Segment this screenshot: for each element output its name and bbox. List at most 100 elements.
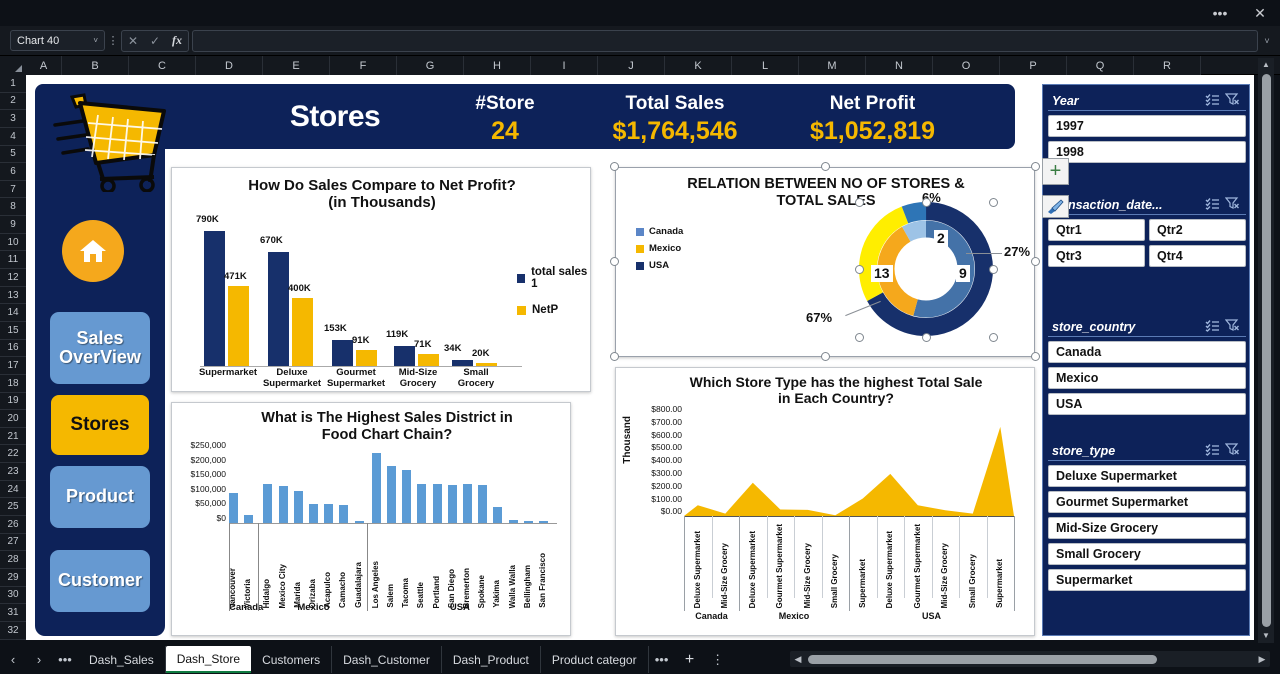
district-bar[interactable] [417,483,427,523]
row-header-8[interactable]: 8 [0,198,26,217]
slicer-item[interactable]: 1998 [1048,141,1246,163]
slicer-item[interactable]: Qtr4 [1149,245,1246,267]
clear-filter-icon[interactable] [1222,196,1242,213]
selection-handle[interactable] [989,333,998,342]
chart-sales-vs-netprofit[interactable]: How Do Sales Compare to Net Profit? (in … [171,167,591,392]
district-bar[interactable] [371,453,381,523]
scroll-left-icon[interactable]: ◀ [794,653,802,664]
row-header-15[interactable]: 15 [0,322,26,340]
chart-store-type-by-country[interactable]: Which Store Type has the highest Total S… [615,367,1035,636]
row-header-12[interactable]: 12 [0,269,26,287]
slicer-item[interactable]: Deluxe Supermarket [1048,465,1246,487]
column-header-L[interactable]: L [732,56,799,75]
select-all-corner[interactable] [0,56,26,75]
clear-filter-icon[interactable] [1222,442,1242,459]
column-header-I[interactable]: I [531,56,598,75]
selection-handle[interactable] [610,352,619,361]
district-bar[interactable] [463,484,472,523]
slicer-item[interactable]: Qtr1 [1048,219,1145,241]
column-header-Q[interactable]: Q [1067,56,1134,75]
sidebar-item-customer[interactable]: Customer [50,550,150,612]
selection-handle[interactable] [821,162,830,171]
column-header-J[interactable]: J [598,56,665,75]
bar-NetP[interactable] [356,350,377,366]
formula-input[interactable] [192,29,1258,52]
row-header-4[interactable]: 4 [0,128,26,146]
row-header-19[interactable]: 19 [0,393,26,411]
vertical-scrollbar[interactable]: ▲ ▼ [1258,58,1274,643]
selection-handle[interactable] [610,162,619,171]
row-header-30[interactable]: 30 [0,587,26,605]
selection-handle[interactable] [855,265,864,274]
slicer-item[interactable]: Qtr3 [1048,245,1145,267]
row-header-25[interactable]: 25 [0,498,26,517]
slicer-item[interactable]: Mexico [1048,367,1246,389]
formula-bar-kebab-icon[interactable]: ⋮ [107,34,119,47]
slicer-item[interactable]: Gourmet Supermarket [1048,491,1246,513]
sidebar-item-sales-overview[interactable]: Sales OverView [50,312,150,384]
next-sheet-icon[interactable]: › [36,652,42,667]
more-options-button[interactable]: ••• [1212,5,1228,21]
column-header-A[interactable]: A [26,56,62,75]
bar-NetP[interactable] [476,362,497,366]
district-bar[interactable] [539,520,548,523]
sheet-tab-customers[interactable]: Customers [251,646,333,673]
district-bar[interactable] [263,483,273,523]
chart-stores-vs-sales[interactable]: RELATION BETWEEN NO OF STORES & TOTAL SA… [615,167,1035,357]
cancel-formula-icon[interactable]: ✕ [127,33,139,48]
district-bar[interactable] [402,469,412,523]
sheet-tab-dash-sales[interactable]: Dash_Sales [78,646,166,673]
slicer-store-type[interactable]: store_type Deluxe Supermarket Gourmet Supe… [1048,441,1246,591]
selection-handle[interactable] [922,333,931,342]
column-header-D[interactable]: D [196,56,263,75]
brush-icon[interactable] [1042,195,1069,218]
district-bar[interactable] [508,519,518,523]
column-header-M[interactable]: M [799,56,866,75]
insert-function-icon[interactable]: fx [172,33,182,47]
prev-sheet-icon[interactable]: ‹ [10,652,16,667]
bar-total-sales-1[interactable] [332,339,353,366]
expand-formula-bar-icon[interactable]: ˅ [1264,35,1270,46]
row-header-22[interactable]: 22 [0,445,26,464]
selection-handle[interactable] [610,257,619,266]
row-header-1[interactable]: 1 [0,75,26,93]
row-header-21[interactable]: 21 [0,428,26,446]
multi-select-icon[interactable] [1202,93,1222,109]
row-header-13[interactable]: 13 [0,287,26,305]
district-bar[interactable] [493,507,503,523]
slicer-item[interactable]: USA [1048,393,1246,415]
area-series[interactable] [684,426,1014,516]
row-header-27[interactable]: 27 [0,534,26,552]
selection-handle[interactable] [989,198,998,207]
district-bar[interactable] [293,491,303,523]
row-header-14[interactable]: 14 [0,304,26,322]
row-header-16[interactable]: 16 [0,340,26,358]
column-header-C[interactable]: C [129,56,196,75]
row-header-29[interactable]: 29 [0,569,26,587]
column-header-H[interactable]: H [464,56,531,75]
sheet-tab-kebab-icon[interactable]: ⋮ [711,651,725,667]
bar-NetP[interactable] [418,353,439,366]
district-bar[interactable] [244,514,254,523]
row-header-28[interactable]: 28 [0,551,26,569]
district-bar[interactable] [432,483,442,523]
sheet-overflow-icon[interactable]: ••• [58,652,72,667]
multi-select-icon[interactable] [1202,319,1222,335]
district-bar[interactable] [309,503,318,523]
bar-NetP[interactable] [292,297,313,366]
horizontal-scroll-thumb[interactable] [808,654,1157,664]
selection-handle[interactable] [1031,257,1040,266]
selection-handle[interactable] [1031,352,1040,361]
slicer-store-country[interactable]: store_country Canada Mexico USA [1048,317,1246,415]
slicer-item[interactable]: Canada [1048,341,1246,363]
row-header-10[interactable]: 10 [0,234,26,252]
horizontal-scrollbar[interactable]: ◀ ▶ [790,651,1270,667]
slicer-item[interactable]: 1997 [1048,115,1246,137]
row-header-7[interactable]: 7 [0,181,26,199]
column-header-G[interactable]: G [397,56,464,75]
district-bar[interactable] [229,493,238,523]
home-button[interactable] [62,220,124,282]
selection-handle[interactable] [1031,162,1040,171]
slicer-year[interactable]: Year 1997 1998 [1048,91,1246,163]
column-header-K[interactable]: K [665,56,732,75]
